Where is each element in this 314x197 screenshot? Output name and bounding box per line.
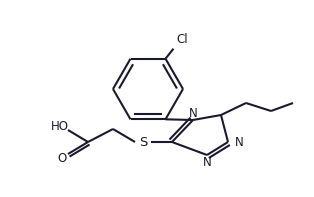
Text: N: N (189, 107, 198, 120)
Text: Cl: Cl (176, 33, 188, 46)
Text: N: N (203, 155, 211, 168)
Text: S: S (139, 136, 147, 149)
Text: O: O (57, 152, 67, 165)
Text: N: N (235, 136, 244, 149)
Text: HO: HO (51, 120, 69, 133)
